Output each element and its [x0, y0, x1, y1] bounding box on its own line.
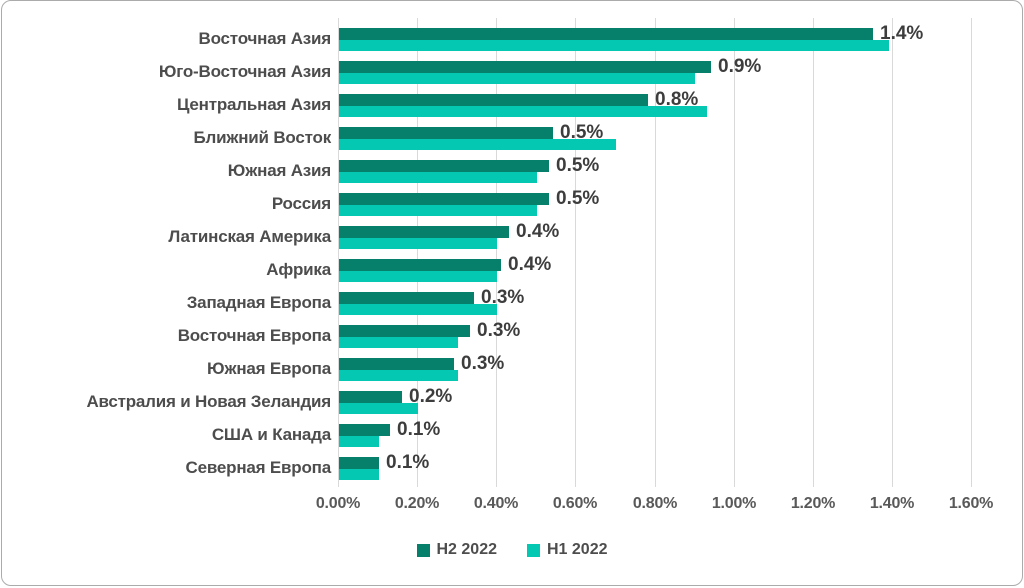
gridline: [338, 18, 339, 480]
data-label: 0.4%: [508, 253, 552, 275]
bar-h1-2022: [339, 172, 537, 183]
x-axis-tick-label: 1.20%: [790, 495, 836, 512]
x-axis-tick-label: 0.00%: [315, 495, 361, 512]
axis-tick-mark: [734, 480, 735, 487]
legend-swatch-icon: [527, 543, 540, 557]
data-label: 0.3%: [481, 286, 525, 308]
axis-tick-mark: [338, 480, 339, 487]
category-label: Восточная Азия: [198, 29, 332, 48]
bar-h2-2022: [339, 424, 390, 436]
axis-tick-mark: [892, 480, 893, 487]
data-label: 0.1%: [386, 451, 430, 473]
axis-tick-mark: [417, 480, 418, 487]
bar-h2-2022: [339, 61, 711, 73]
bar-h1-2022: [339, 73, 695, 84]
category-label: Россия: [271, 194, 331, 213]
bar-h1-2022: [339, 337, 458, 348]
category-label: США и Канада: [211, 425, 331, 444]
legend-label: H2 2022: [436, 541, 498, 558]
bar-h2-2022: [339, 127, 553, 139]
gridline: [575, 18, 576, 480]
category-label: Латинская Америка: [168, 227, 331, 246]
bar-h2-2022: [339, 325, 470, 337]
data-label: 0.4%: [516, 220, 560, 242]
gridline: [655, 18, 656, 480]
gridline: [813, 18, 814, 480]
axis-tick-mark: [813, 480, 814, 487]
category-label: Центральная Азия: [176, 95, 331, 114]
bar-h2-2022: [339, 391, 402, 403]
category-label: Северная Европа: [185, 458, 332, 477]
axis-tick-mark: [971, 480, 972, 487]
bar-h1-2022: [339, 40, 889, 51]
bar-h1-2022: [339, 106, 707, 117]
bar-h1-2022: [339, 403, 418, 414]
bar-h2-2022: [339, 358, 454, 370]
bar-h2-2022: [339, 226, 509, 238]
data-label: 0.8%: [655, 88, 699, 110]
category-label: Южная Европа: [206, 359, 331, 378]
bar-h2-2022: [339, 292, 474, 304]
data-label: 0.3%: [477, 319, 521, 341]
bar-h2-2022: [339, 457, 379, 469]
data-label: 0.5%: [556, 187, 600, 209]
bar-h1-2022: [339, 469, 379, 480]
category-label: Ближний Восток: [193, 128, 332, 147]
legend-swatch-icon: [416, 543, 430, 557]
gridline: [734, 18, 735, 480]
legend-item-h1-2022: H1 2022: [527, 541, 608, 559]
x-axis-tick-label: 1.00%: [711, 495, 757, 512]
bar-h1-2022: [339, 205, 537, 216]
gridline: [892, 18, 893, 480]
bar-h1-2022: [339, 436, 379, 447]
category-label: Южная Азия: [227, 161, 331, 180]
data-label: 0.9%: [718, 55, 762, 77]
bar-h1-2022: [339, 271, 497, 282]
category-label: Восточная Европа: [177, 326, 331, 345]
bar-h1-2022: [339, 238, 497, 249]
x-axis-tick-label: 0.20%: [394, 495, 440, 512]
bar-h2-2022: [339, 28, 873, 40]
data-label: 1.4%: [880, 22, 924, 44]
x-axis-tick-label: 0.40%: [473, 495, 519, 512]
category-label: Австралия и Новая Зеландия: [86, 392, 331, 411]
x-axis-tick-label: 0.60%: [552, 495, 598, 512]
plot-area: [338, 18, 972, 480]
x-axis-tick-label: 1.40%: [869, 495, 915, 512]
bar-h2-2022: [339, 160, 549, 172]
category-label: Юго-Восточная Азия: [158, 62, 331, 81]
bar-h2-2022: [339, 193, 549, 205]
x-axis-tick-label: 1.60%: [948, 495, 994, 512]
data-label: 0.3%: [461, 352, 505, 374]
bar-h2-2022: [339, 94, 648, 106]
category-label: Западная Европа: [186, 293, 331, 312]
bar-h1-2022: [339, 304, 497, 315]
legend-item-h2-2022: H2 2022: [416, 541, 498, 559]
legend-label: H1 2022: [547, 541, 608, 558]
category-label: Африка: [266, 260, 331, 279]
x-axis-tick-label: 0.80%: [632, 495, 678, 512]
axis-tick-mark: [655, 480, 656, 487]
gridline: [417, 18, 418, 480]
gridline: [971, 18, 972, 480]
axis-tick-mark: [496, 480, 497, 487]
bar-h1-2022: [339, 370, 458, 381]
data-label: 0.1%: [397, 418, 441, 440]
data-label: 0.5%: [556, 154, 600, 176]
legend: H2 2022 H1 2022: [2, 541, 1022, 559]
data-label: 0.2%: [409, 385, 453, 407]
bar-h1-2022: [339, 139, 616, 150]
gridline: [496, 18, 497, 480]
bar-h2-2022: [339, 259, 501, 271]
axis-tick-mark: [575, 480, 576, 487]
data-label: 0.5%: [560, 121, 604, 143]
